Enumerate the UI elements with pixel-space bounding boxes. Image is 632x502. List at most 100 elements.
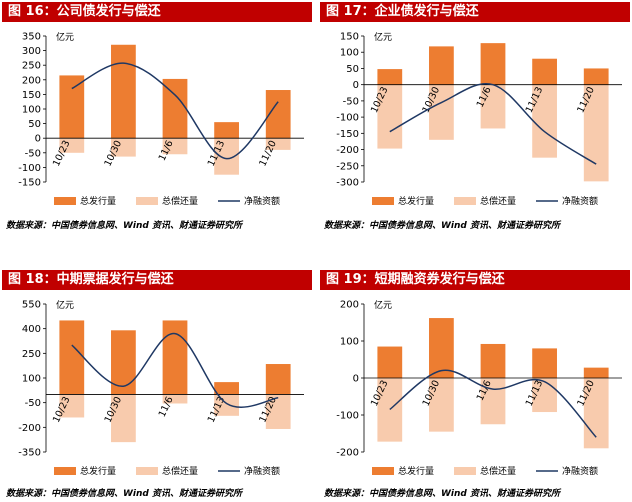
c1-legend-label-1: 总偿还量	[162, 195, 198, 207]
c1-legend-label-2: 净融资额	[244, 195, 280, 207]
c3-legend-label-0: 总发行量	[80, 465, 116, 477]
c1-unit-label: 亿元	[56, 31, 74, 43]
c3-y-tick-label-6: 550	[22, 300, 41, 311]
c4-unit-label: 亿元	[374, 299, 392, 311]
c2-y-tick-label-4: -100	[336, 113, 359, 124]
c4-y-tick-label-0: -200	[336, 448, 359, 459]
c4-legend-swatch-1	[454, 467, 476, 475]
c4-bar-repay-1	[429, 378, 454, 432]
chart-title-1: 图 16：公司债发行与偿还	[2, 2, 312, 22]
c2-legend-label-1: 总偿还量	[480, 195, 516, 207]
c1-y-tick-label-4: 50	[28, 119, 41, 130]
c4-y-tick-label-4: 200	[340, 300, 359, 311]
chart-panel-4: 图 19：短期融资券发行与偿还 亿元 -200 -100 0 100 200 10/23 10…	[320, 270, 630, 502]
c4-legend-label-0: 总发行量	[398, 465, 434, 477]
c2-bar-repay-0	[377, 84, 403, 149]
c3-y-tick-label-1: -200	[18, 423, 41, 434]
c1-y-tick-label-0: -150	[18, 178, 41, 189]
c1-y-tick-label-9: 300	[22, 46, 41, 57]
c1-bar-repay-1	[111, 138, 136, 157]
c3-bar-repay-1	[111, 394, 136, 443]
source-note-1: 数据来源：中国债券信息网、Wind 资讯、财通证券研究所	[6, 221, 242, 231]
c2-y-tick-label-1: -250	[336, 161, 359, 172]
chart-panel-1: 图 16：公司债发行与偿还 亿元 -150 -100 -50 0 50 100 150 200 2…	[2, 2, 312, 234]
c2-bar-repay-4	[583, 84, 609, 182]
c3-net-financing-line	[71, 332, 279, 408]
c3-unit-label: 亿元	[56, 299, 74, 311]
c1-y-tick-label-8: 250	[22, 61, 41, 72]
c2-unit-label: 亿元	[374, 31, 392, 43]
c1-y-tick-label-6: 150	[22, 90, 41, 101]
c2-y-tick-label-0: -300	[336, 178, 359, 189]
c1-category-label-4: 11/20	[257, 139, 279, 168]
c1-bar-repay-0	[59, 138, 85, 153]
c2-y-tick-label-9: 150	[340, 32, 359, 43]
c2-bar-issue-1	[429, 46, 454, 85]
c1-bar-repay-2	[162, 138, 188, 155]
c2-bar-issue-0	[377, 69, 403, 85]
c2-bar-issue-2	[480, 43, 506, 85]
c1-y-tick-label-7: 200	[22, 75, 41, 86]
c3-y-tick-label-0: -350	[18, 448, 41, 459]
c4-bar-issue-2	[480, 343, 506, 378]
c2-y-tick-label-7: 50	[346, 64, 359, 75]
chart-panel-2: 图 17：企业债发行与偿还 亿元 -300 -250 -200 -150 -100 -50 0…	[320, 2, 630, 234]
c1-bar-issue-1	[111, 44, 136, 139]
chart-panel-3: 图 18：中期票据发行与偿还 亿元 -350 -200 -50 100 250 400 550…	[2, 270, 312, 502]
chart-title-3: 图 18：中期票据发行与偿还	[2, 270, 312, 290]
c2-legend-swatch-1	[454, 197, 476, 205]
c3-bar-issue-3	[214, 382, 239, 395]
c4-y-tick-label-3: 100	[340, 337, 359, 348]
c2-y-tick-label-8: 100	[340, 48, 359, 59]
c1-legend-label-0: 总发行量	[80, 195, 116, 207]
c3-bar-issue-2	[162, 320, 188, 395]
c3-bar-issue-0	[59, 320, 85, 395]
c2-bar-issue-3	[532, 58, 557, 85]
c2-y-tick-label-2: -200	[336, 145, 359, 156]
c1-net-financing-line	[71, 62, 279, 160]
c2-bar-repay-3	[532, 84, 557, 158]
c1-y-tick-label-2: -50	[25, 148, 41, 159]
c3-y-tick-label-3: 100	[22, 374, 41, 385]
source-note-4: 数据来源：中国债券信息网、Wind 资讯、财通证券研究所	[324, 489, 560, 499]
c4-y-tick-label-2: 0	[353, 374, 359, 385]
c3-legend-label-2: 净融资额	[244, 465, 280, 477]
c2-y-tick-label-6: 0	[353, 80, 359, 91]
c3-y-tick-label-2: -50	[25, 398, 41, 409]
c3-y-tick-label-5: 400	[22, 324, 41, 335]
c4-y-tick-label-1: -100	[336, 411, 359, 422]
c4-bar-issue-1	[429, 318, 454, 378]
c4-legend-label-2: 净融资额	[562, 465, 598, 477]
c3-bar-repay-0	[59, 394, 85, 418]
c3-legend-swatch-1	[136, 467, 158, 475]
chart-title-4: 图 19：短期融资券发行与偿还	[320, 270, 630, 290]
c1-legend-swatch-0	[54, 197, 76, 205]
c2-y-tick-label-5: -50	[343, 96, 359, 107]
c3-bar-issue-1	[111, 330, 136, 395]
c1-y-tick-label-1: -100	[18, 163, 41, 174]
c2-net-financing-line	[389, 82, 597, 165]
c3-category-label-2: 11/6	[157, 395, 176, 419]
chart-svg-1: 亿元 -150 -100 -50 0 50 100 150 200 250 300 350 10/23 1…	[18, 31, 304, 207]
c1-category-label-0: 10/23	[51, 139, 73, 168]
c4-bar-repay-0	[377, 378, 403, 442]
c3-legend-swatch-0	[54, 467, 76, 475]
c2-y-tick-label-3: -150	[336, 129, 359, 140]
c1-y-tick-label-5: 100	[22, 105, 41, 116]
c3-y-tick-label-4: 250	[22, 349, 41, 360]
c4-legend-label-1: 总偿还量	[480, 465, 516, 477]
c4-legend-swatch-0	[372, 467, 394, 475]
c2-legend-label-0: 总发行量	[398, 195, 434, 207]
c2-legend-label-2: 净融资额	[562, 195, 598, 207]
c1-bar-repay-4	[265, 138, 291, 150]
c1-y-tick-label-10: 350	[22, 32, 41, 43]
source-note-2: 数据来源：中国债券信息网、Wind 资讯、财通证券研究所	[324, 221, 560, 231]
c3-legend-label-1: 总偿还量	[162, 465, 198, 477]
c4-bar-repay-3	[532, 378, 557, 413]
c3-bar-repay-2	[162, 394, 188, 404]
c1-bar-issue-2	[162, 78, 188, 139]
c4-net-financing-line	[389, 369, 597, 438]
